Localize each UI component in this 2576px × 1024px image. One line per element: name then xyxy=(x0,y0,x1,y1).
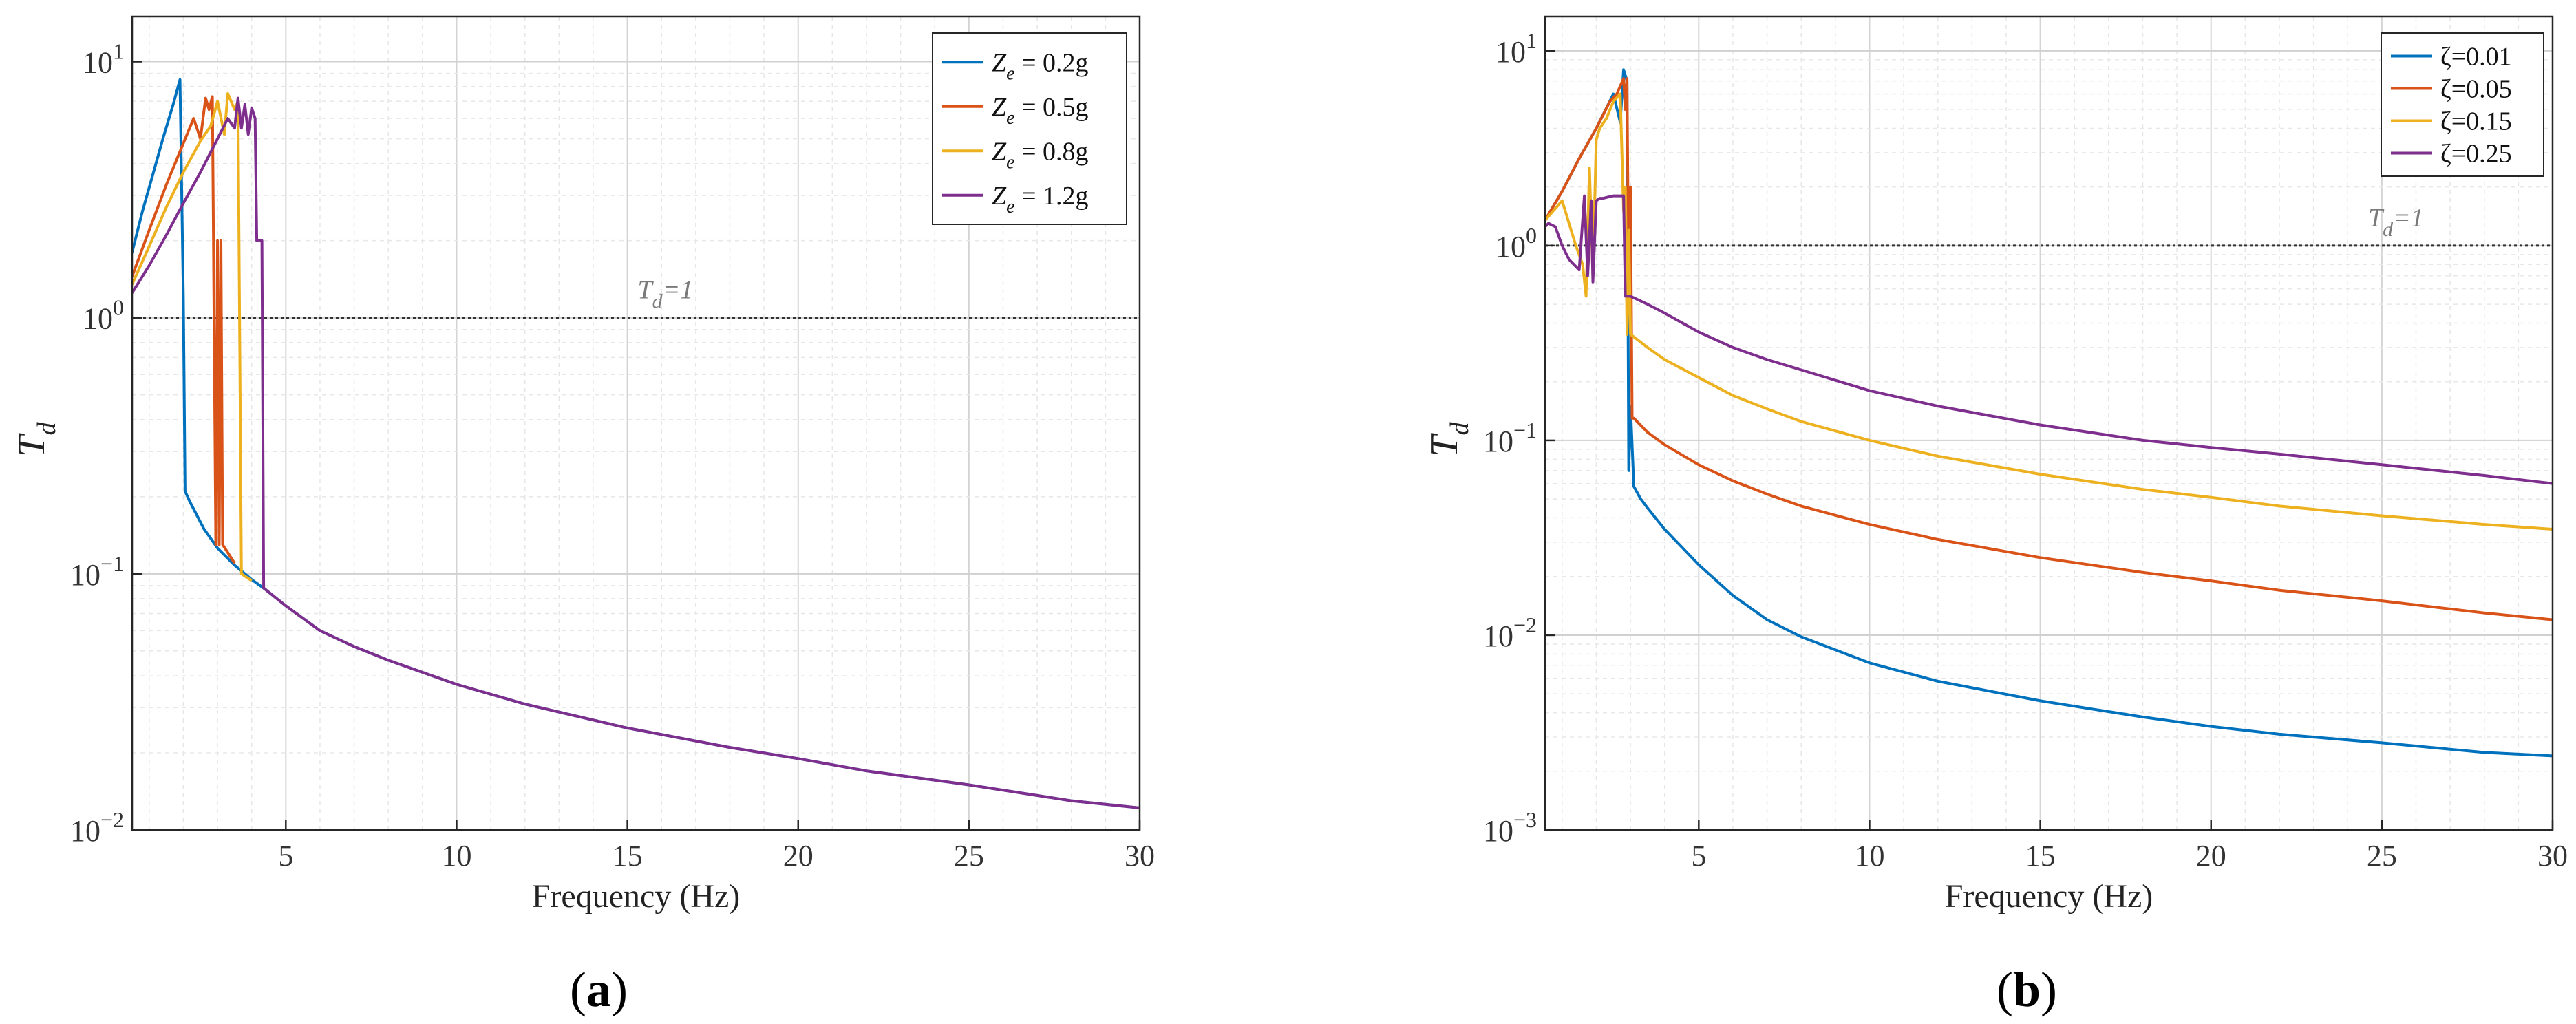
reference-line-label: Td=1 xyxy=(637,276,693,313)
series-line-3 xyxy=(132,92,253,582)
legend-box xyxy=(932,32,1127,225)
legend-entry-3: ζ=0.15 xyxy=(2440,107,2512,136)
x-axis-label: Frequency (Hz) xyxy=(1945,878,2153,915)
y-axis-label: Td xyxy=(10,422,61,457)
x-tick-label: 20 xyxy=(783,839,813,873)
legend-entry-4: Ze = 1.2g xyxy=(992,182,1089,217)
legend: ζ=0.01 ζ=0.05 ζ=0.15 ζ=0.25 xyxy=(2381,32,2544,177)
legend-entry-2: Ze = 0.5g xyxy=(992,93,1089,129)
axes-box xyxy=(131,15,1141,831)
axes-box xyxy=(1544,15,2554,831)
y-tick-label: 10−3 xyxy=(1483,807,1537,848)
series-lines xyxy=(132,78,1140,809)
legend-entry-1: ζ=0.01 xyxy=(2440,43,2512,72)
series-line-4 xyxy=(1545,194,2553,485)
legend-entry-4: ζ=0.25 xyxy=(2440,140,2512,169)
legend-entry-1: Ze = 0.2g xyxy=(992,48,1089,84)
legend: Ze = 0.2g Ze = 0.5g Ze = 0.8g Ze = 1.2g xyxy=(932,32,1127,225)
series-lines xyxy=(1545,68,2553,758)
series-line-2 xyxy=(132,95,236,564)
x-tick-label: 5 xyxy=(1691,839,1706,873)
reference-line-label: Td=1 xyxy=(2368,204,2424,241)
x-tick-label: 30 xyxy=(1125,839,1155,873)
series-line-4 xyxy=(132,96,1140,809)
x-axis-label: Frequency (Hz) xyxy=(532,878,741,915)
x-tick-label: 10 xyxy=(1854,839,1884,873)
x-tick-label: 5 xyxy=(278,839,293,873)
x-tick-label: 25 xyxy=(2367,839,2397,873)
series-line-2 xyxy=(1545,77,2553,621)
panel-label: (b) xyxy=(1997,962,2057,1017)
legend-entry-2: ζ=0.05 xyxy=(2440,75,2512,104)
y-tick-label: 10−1 xyxy=(1483,418,1537,458)
y-tick-label: 100 xyxy=(83,295,124,336)
y-tick-label: 101 xyxy=(83,39,124,80)
y-tick-label: 100 xyxy=(1495,223,1537,264)
y-axis-label: Td xyxy=(1423,422,1474,457)
x-tick-label: 20 xyxy=(2196,839,2226,873)
chart-panel-b: Td=1 5 10 15 20 25 30 10−3 10−2 10−1 100 101 Frequen… xyxy=(1423,15,2568,1017)
chart-panel-a: Td=1 5 10 15 20 25 30 10−2 10−1 100 101 Frequency (… xyxy=(10,15,1155,1017)
panel-label: (a) xyxy=(570,962,628,1017)
y-tick-label: 10−2 xyxy=(70,807,124,848)
x-tick-label: 25 xyxy=(954,839,984,873)
series-line-1 xyxy=(1545,68,2553,758)
legend-entry-3: Ze = 0.8g xyxy=(992,137,1089,173)
x-tick-label: 15 xyxy=(613,839,643,873)
y-tick-label: 101 xyxy=(1495,28,1537,69)
y-tick-label: 10−2 xyxy=(1483,612,1537,653)
y-tick-label: 10−1 xyxy=(70,551,124,592)
x-tick-label: 10 xyxy=(441,839,471,873)
x-tick-label: 30 xyxy=(2537,839,2568,873)
x-tick-label: 15 xyxy=(2025,839,2056,873)
